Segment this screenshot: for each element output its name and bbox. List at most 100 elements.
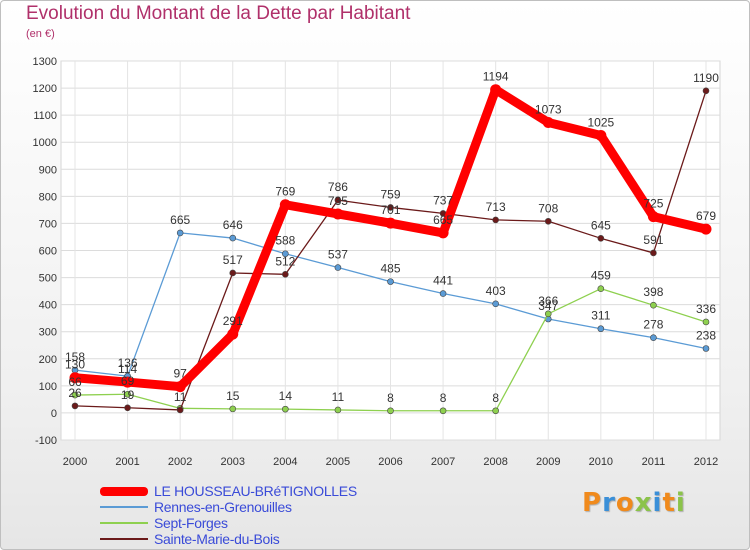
y-tick-label: 900 [39, 164, 57, 176]
data-label: 759 [380, 187, 400, 201]
data-label: 512 [275, 254, 295, 268]
data-label: 786 [328, 180, 348, 194]
legend-swatch [100, 522, 148, 524]
data-point [542, 116, 554, 128]
x-tick-label: 2003 [221, 456, 245, 468]
data-point [544, 310, 552, 318]
data-point [702, 318, 710, 326]
logo-letter: i [652, 488, 663, 518]
data-point [176, 229, 184, 237]
data-label: 645 [591, 218, 611, 232]
data-point [332, 208, 344, 220]
logo-letter: t [662, 488, 676, 518]
data-label: 8 [387, 391, 394, 405]
data-point [176, 406, 184, 414]
data-label: 591 [643, 233, 663, 247]
x-tick-label: 2009 [536, 456, 560, 468]
data-label: 1194 [483, 70, 509, 84]
data-label: 735 [328, 194, 348, 208]
data-point [385, 217, 396, 229]
data-label: 537 [328, 248, 348, 262]
data-label: 311 [591, 309, 610, 323]
data-point [334, 196, 342, 204]
data-point [492, 300, 499, 308]
data-point [124, 404, 131, 412]
y-tick-label: 100 [39, 381, 57, 393]
data-point [279, 199, 291, 211]
data-point [597, 235, 605, 242]
data-point [492, 407, 499, 415]
logo-letter: i [675, 488, 686, 518]
logo-letter: P [582, 488, 603, 518]
data-label: 66 [68, 375, 82, 389]
y-tick-label: 500 [39, 273, 57, 285]
data-label: 713 [486, 200, 506, 214]
data-label: 459 [591, 269, 611, 283]
data-point [227, 328, 239, 340]
data-point [702, 345, 710, 352]
data-point [282, 271, 289, 278]
x-tick-label: 2006 [378, 456, 402, 468]
data-label: 398 [643, 285, 663, 299]
data-label: 97 [173, 367, 187, 381]
data-label: 130 [65, 358, 85, 372]
legend-label: Sainte-Marie-du-Bois [154, 531, 280, 547]
data-label: 291 [223, 314, 243, 328]
data-point [650, 334, 657, 341]
data-point [597, 325, 605, 333]
data-point [439, 290, 447, 297]
y-tick-label: 1200 [33, 83, 57, 95]
data-label: 737 [433, 193, 453, 207]
data-label: 1073 [535, 102, 562, 116]
x-tick-label: 2011 [642, 456, 666, 468]
data-label: 26 [68, 386, 82, 400]
x-tick-label: 2008 [483, 456, 507, 468]
data-label: 646 [223, 218, 243, 232]
data-label: 8 [440, 391, 447, 405]
legend-swatch [100, 538, 148, 540]
y-tick-label: 700 [39, 218, 57, 230]
data-label: 14 [279, 389, 293, 403]
data-label: 485 [380, 262, 400, 276]
x-tick-label: 2010 [589, 456, 613, 468]
data-point [282, 250, 289, 258]
x-tick-label: 2004 [273, 456, 297, 468]
data-point [437, 227, 449, 239]
data-label: 441 [433, 274, 453, 288]
data-label: 11 [332, 390, 345, 404]
data-label: 69 [121, 374, 135, 388]
data-point [490, 84, 502, 96]
data-point [387, 407, 394, 415]
y-tick-label: 300 [39, 327, 57, 339]
logo-letter: o [615, 488, 635, 518]
data-point [597, 285, 605, 292]
data-point [69, 372, 81, 384]
data-label: 517 [223, 253, 243, 267]
data-point [229, 234, 237, 242]
legend-swatch [100, 486, 148, 496]
data-label: 8 [492, 391, 499, 405]
data-point [71, 391, 79, 399]
data-label: 1190 [693, 71, 719, 85]
y-tick-label: 200 [39, 354, 57, 366]
legend-label: Rennes-en-Grenouilles [154, 499, 292, 515]
data-point [387, 204, 394, 211]
legend-label: Sept-Forges [154, 515, 228, 531]
data-label: 11 [174, 390, 187, 404]
data-point [700, 223, 712, 235]
data-point [492, 216, 499, 224]
proxiti-logo: Proxiti [582, 488, 686, 518]
data-label: 366 [538, 294, 558, 308]
data-label: 158 [65, 350, 85, 364]
data-label: 769 [275, 185, 295, 199]
data-label: 114 [118, 362, 137, 376]
x-tick-label: 2007 [431, 456, 455, 468]
legend-label: LE HOUSSEAU-BRéTIGNOLLES [154, 483, 357, 499]
x-tick-label: 2001 [115, 456, 139, 468]
data-label: 19 [121, 388, 135, 402]
data-point [71, 402, 79, 410]
data-label: 588 [275, 234, 295, 248]
data-label: 278 [643, 318, 663, 332]
data-point [650, 301, 657, 309]
data-point [650, 249, 657, 257]
